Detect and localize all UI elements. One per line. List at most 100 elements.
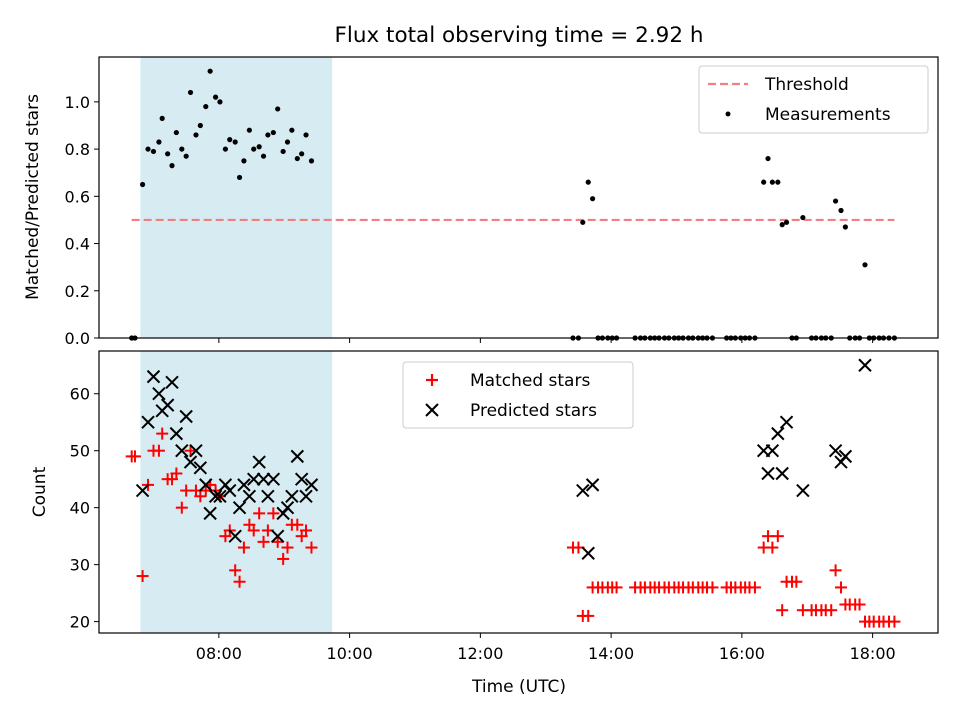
top-y-tick-label: 0.6 (65, 187, 90, 206)
predicted-star-point (576, 483, 590, 498)
bottom-legend-box (402, 361, 634, 429)
legend-measurements-label: Measurements (765, 105, 891, 125)
matched-star-point (300, 524, 313, 537)
matched-star-point (194, 490, 207, 503)
matched-star-point (888, 615, 901, 628)
predicted-star-point (247, 472, 261, 486)
predicted-star-point (796, 483, 810, 498)
measurement-point (800, 214, 806, 221)
predicted-star-point (280, 500, 295, 515)
top-axes-frame (98, 56, 939, 339)
legend-predicted-label: Predicted stars (470, 401, 597, 421)
bottom-panel: 20 30 40 50 60 08:00 10:00 12:00 14:00 16:00 18:0… (30, 350, 939, 697)
predicted-star-point (828, 443, 843, 458)
top-y-tick-label: 0.4 (65, 235, 90, 254)
matched-star-point (829, 564, 842, 577)
matched-star-point (582, 609, 595, 622)
predicted-star-point (581, 546, 595, 560)
matched-star-point (257, 535, 270, 548)
predicted-star-point (146, 369, 161, 384)
predicted-star-point (242, 489, 257, 503)
matched-star-point (267, 507, 280, 520)
measurement-point (193, 132, 199, 138)
predicted-star-point (232, 500, 247, 515)
top-legend: Threshold Measurements (698, 65, 929, 134)
x-tick-label: 08:00 (196, 644, 242, 663)
matched-star-point (237, 541, 250, 554)
measurement-point (256, 144, 262, 150)
x-tick-label: 18:00 (850, 644, 896, 663)
matched-star-point (253, 507, 266, 520)
predicted-star-point (299, 489, 313, 503)
predicted-star-point (199, 478, 213, 492)
measurement-point (842, 224, 848, 230)
predicted-star-point (285, 489, 299, 503)
measurement-point (589, 196, 596, 202)
measurement-point (165, 151, 171, 157)
predicted-star-point (585, 478, 600, 492)
predicted-star-point (213, 489, 227, 503)
matched-star-point (170, 467, 183, 480)
measurement-point (236, 174, 243, 181)
matched-star-point (610, 581, 623, 594)
measurement-point (241, 158, 247, 164)
measurement-point (169, 163, 175, 169)
measurement-point (299, 151, 305, 157)
bottom-legend: Matched stars Predicted stars (402, 361, 634, 429)
measurement-point (251, 146, 257, 152)
predicted-star-point (304, 478, 319, 492)
measurement-point (246, 127, 252, 133)
bottom-axes-frame (98, 350, 939, 634)
matched-star-point (835, 581, 848, 594)
predicted-star-point (135, 483, 150, 498)
measurement-point (275, 106, 281, 112)
measurement-point (183, 153, 189, 159)
matched-star-point (156, 427, 169, 440)
predicted-star-point (179, 409, 193, 424)
matched-star-point (271, 535, 284, 548)
bottom-y-tick-label: 60 (70, 385, 90, 404)
matched-star-point (825, 604, 838, 617)
legend-measurements-swatch (725, 111, 731, 117)
legend-matched-label: Matched stars (470, 371, 590, 391)
measurement-point (580, 219, 586, 225)
measurement-point (832, 198, 839, 204)
measurement-point (197, 122, 203, 129)
matched-star-point (277, 552, 290, 565)
legend-threshold-label: Threshold (764, 75, 849, 95)
legend-predicted-swatch (425, 403, 439, 417)
predicted-star-point (270, 529, 285, 543)
predicted-star-point (223, 483, 237, 498)
predicted-star-point (266, 472, 281, 486)
predicted-star-point (237, 478, 251, 492)
measurement-point (173, 129, 179, 136)
matched-star-point (229, 564, 242, 577)
measurement-point (203, 103, 209, 110)
bottom-y-axis-label: Count (30, 466, 50, 517)
measurement-point (838, 207, 844, 214)
matched-star-point (152, 444, 165, 457)
matched-star-point (790, 575, 803, 588)
bottom-y-tick-label: 50 (70, 442, 90, 461)
predicted-star-point (152, 387, 166, 401)
predicted-star-point (761, 466, 775, 481)
top-y-axis-label: Matched/Predicted stars (23, 94, 43, 300)
predicted-star-point (160, 398, 175, 412)
predicted-star-point (189, 443, 203, 458)
matched-star-point (766, 541, 779, 554)
legend-matched-swatch (426, 374, 438, 386)
top-shaded-window (140, 57, 333, 338)
measurement-point (179, 146, 185, 152)
predicted-star-point (779, 415, 794, 429)
measurement-point (150, 148, 157, 155)
measurement-point (308, 158, 315, 164)
measurement-point (779, 222, 785, 228)
top-panel: 0.0 0.2 0.4 0.6 0.8 1.0 Matched/Predicted sta… (23, 56, 939, 348)
top-y-tick-label: 0.0 (65, 329, 90, 348)
matched-star-point (305, 541, 318, 554)
bottom-y-tick-label: 30 (70, 556, 90, 575)
matched-star-point (748, 581, 761, 594)
matched-star-point (233, 575, 246, 588)
measurement-point (862, 262, 868, 268)
